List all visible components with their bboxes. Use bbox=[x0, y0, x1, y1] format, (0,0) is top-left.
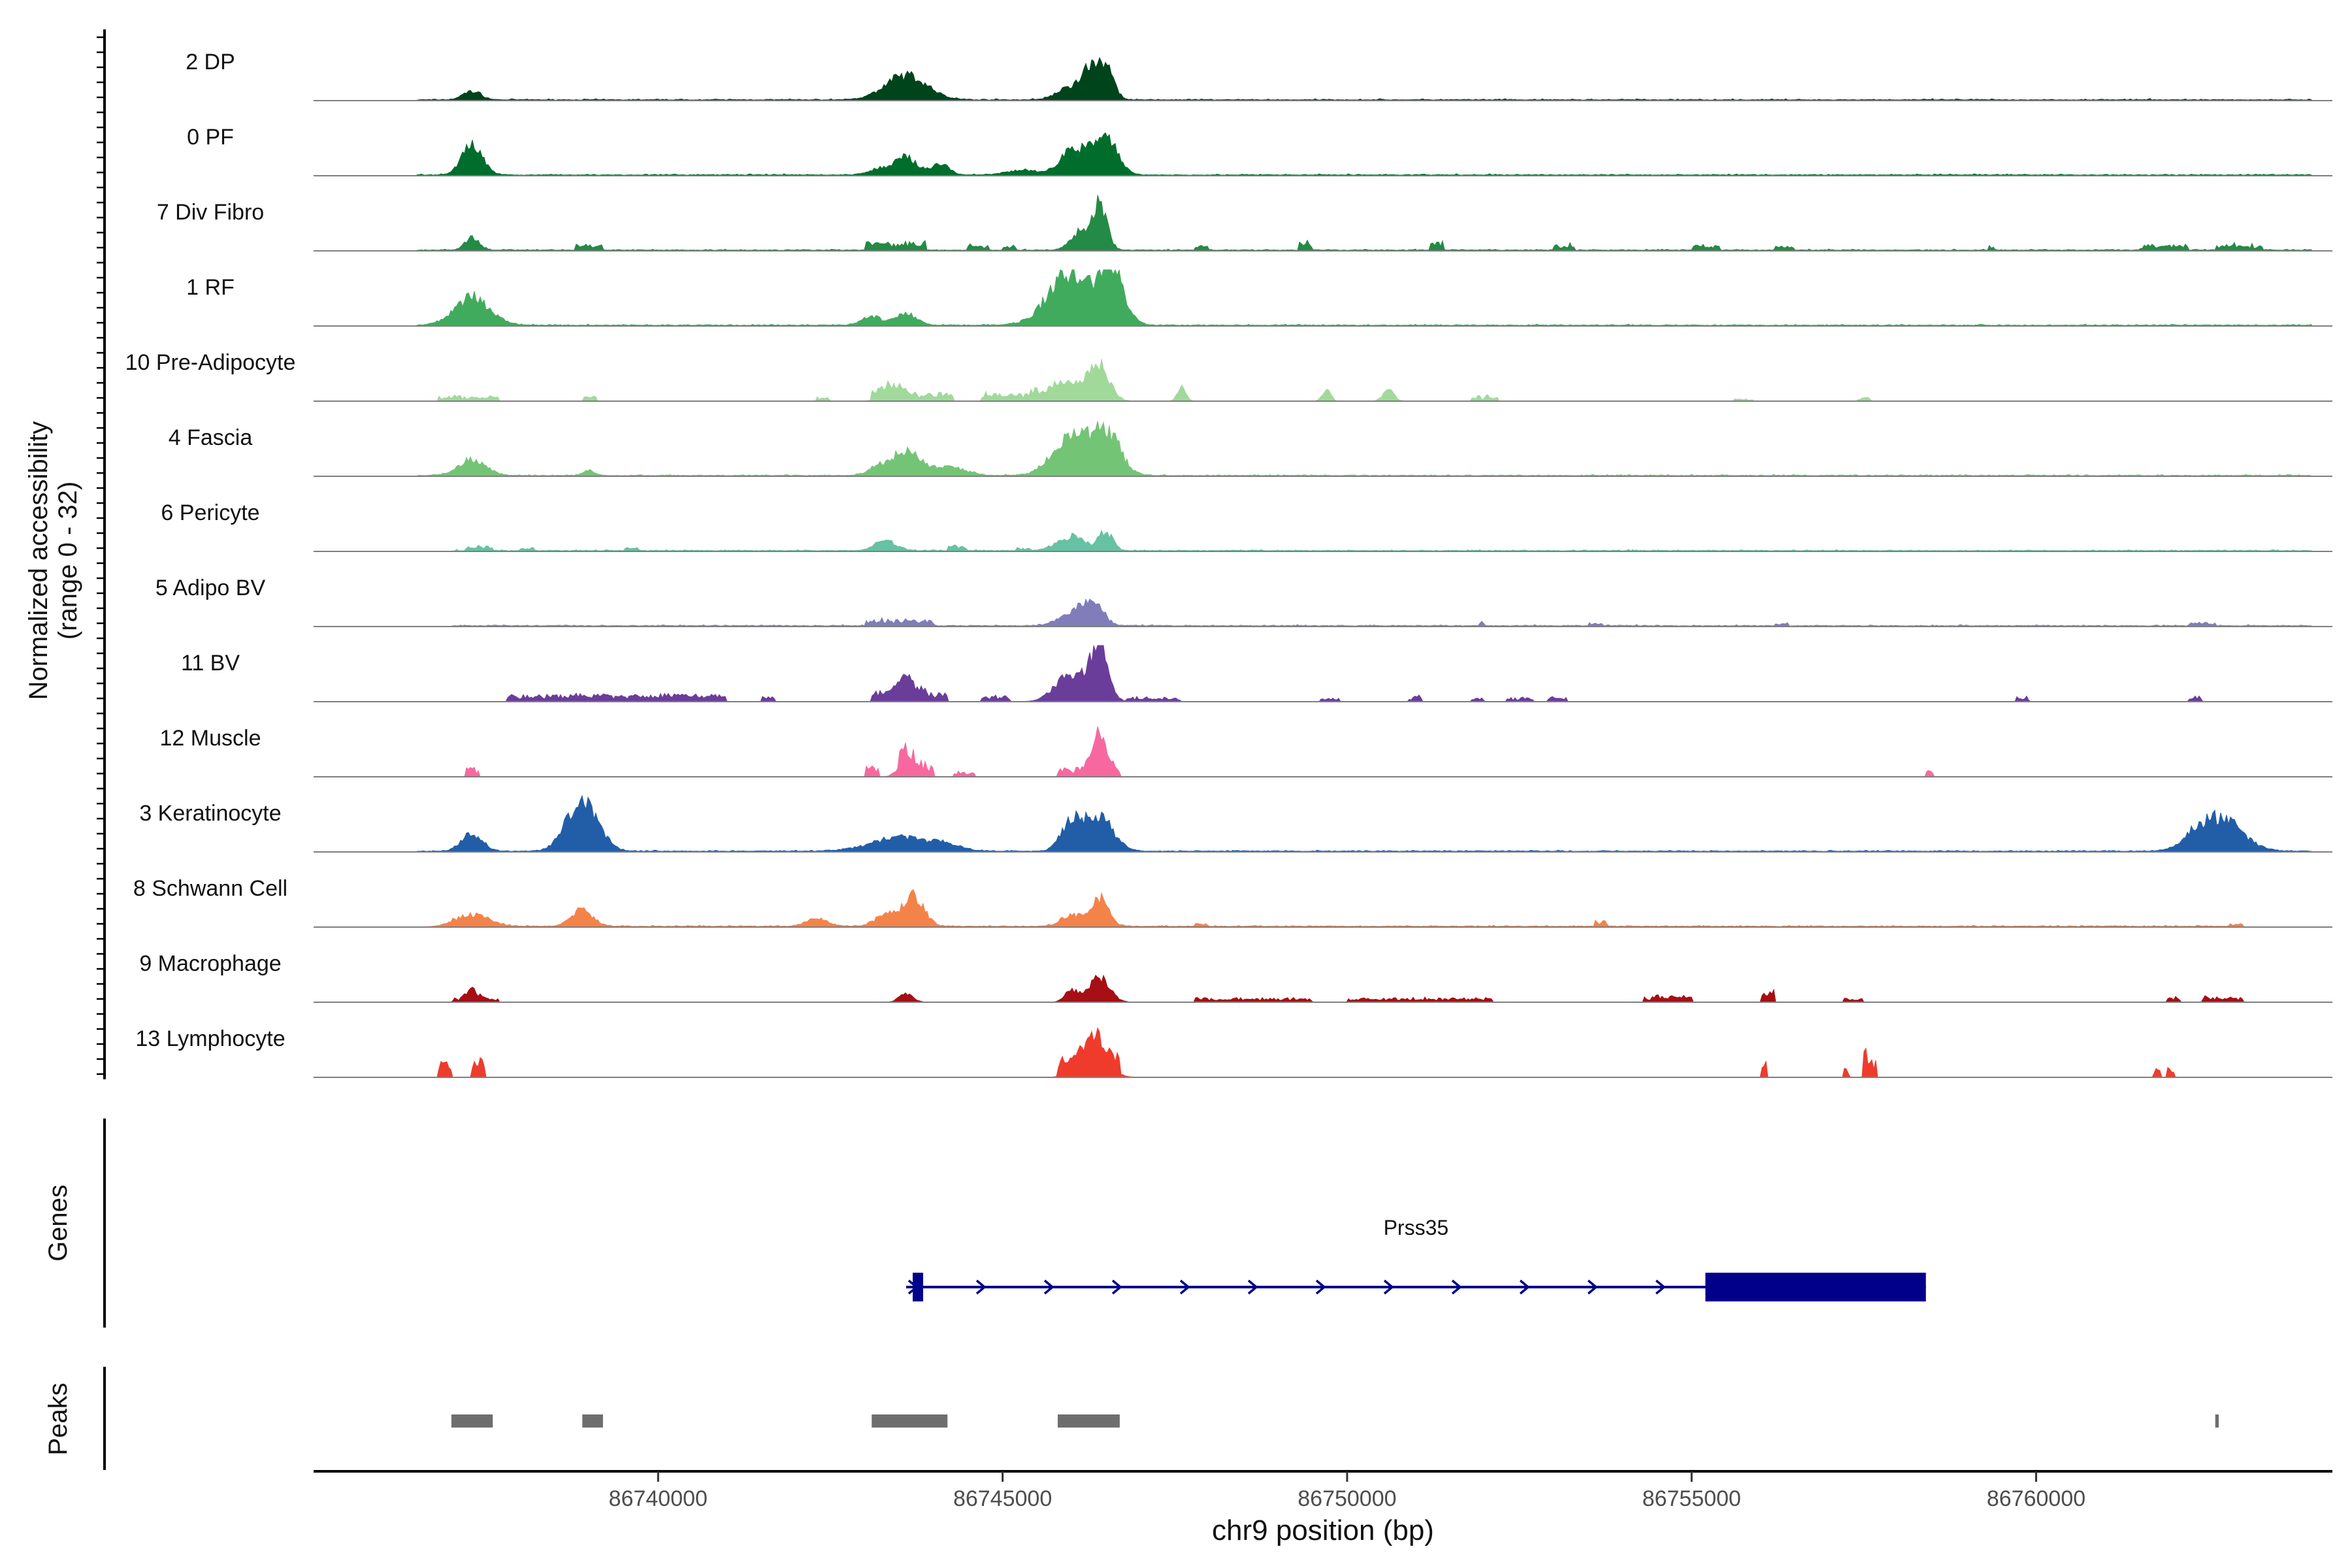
peak-region bbox=[451, 1414, 493, 1428]
track-4-fascia: 4 Fascia bbox=[169, 421, 2332, 477]
coverage-area bbox=[314, 726, 2332, 777]
coverage-area bbox=[314, 529, 2332, 552]
peak-region bbox=[2215, 1414, 2219, 1428]
coverage-area bbox=[314, 195, 2332, 252]
track-8-schwann-cell: 8 Schwann Cell bbox=[133, 876, 2332, 928]
coverage-area bbox=[314, 794, 2332, 853]
strand-arrow-icon bbox=[1043, 1279, 1054, 1295]
strand-arrow-icon bbox=[1451, 1279, 1462, 1295]
y-axis-label: Normalized accessibility bbox=[24, 421, 53, 700]
track-label: 8 Schwann Cell bbox=[133, 876, 287, 901]
x-tick-label: 86740000 bbox=[609, 1486, 708, 1511]
track-1-rf: 1 RF bbox=[186, 269, 2332, 327]
strand-arrow-icon bbox=[1315, 1279, 1326, 1295]
peaks-panel-label: Peaks bbox=[44, 1382, 73, 1455]
track-label: 12 Muscle bbox=[160, 726, 261, 751]
coverage-area bbox=[314, 645, 2332, 702]
track-label: 11 BV bbox=[181, 651, 240, 676]
track-6-pericyte: 6 Pericyte bbox=[161, 500, 2332, 552]
strand-arrow-icon bbox=[1519, 1279, 1530, 1295]
gene-exon bbox=[912, 1273, 923, 1301]
track-7-div-fibro: 7 Div Fibro bbox=[157, 195, 2332, 252]
coverage-y-axis-ticks bbox=[97, 36, 105, 1075]
track-10-pre-adipocyte: 10 Pre-Adipocyte bbox=[125, 350, 2332, 402]
x-tick-label: 86750000 bbox=[1298, 1486, 1396, 1511]
strand-arrow-icon bbox=[1111, 1279, 1122, 1295]
gene-exon bbox=[1705, 1273, 1926, 1301]
x-axis-label: chr9 position (bp) bbox=[1212, 1514, 1434, 1546]
track-11-bv: 11 BV bbox=[181, 645, 2332, 702]
x-tick-label: 86745000 bbox=[953, 1486, 1052, 1511]
track-label: 4 Fascia bbox=[169, 425, 253, 450]
peak-region bbox=[1057, 1414, 1120, 1428]
gene-name: Prss35 bbox=[1384, 1216, 1449, 1239]
genes-panel-label: Genes bbox=[44, 1184, 73, 1262]
track-5-adipo-bv: 5 Adipo BV bbox=[155, 576, 2332, 627]
coverage-area bbox=[314, 359, 2332, 402]
peak-region bbox=[582, 1414, 603, 1428]
strand-arrow-icon bbox=[1247, 1279, 1258, 1295]
track-label: 13 Lymphocyte bbox=[135, 1026, 285, 1051]
coverage-area bbox=[314, 598, 2332, 627]
coverage-area bbox=[314, 421, 2332, 477]
peak-region bbox=[872, 1414, 948, 1428]
coverage-area bbox=[314, 1027, 2332, 1078]
x-tick-label: 86755000 bbox=[1642, 1486, 1741, 1511]
coverage-area bbox=[314, 974, 2332, 1003]
track-label: 2 DP bbox=[186, 50, 235, 74]
coverage-area bbox=[314, 269, 2332, 327]
strand-arrow-icon bbox=[1587, 1279, 1598, 1295]
track-label: 6 Pericyte bbox=[161, 500, 259, 525]
track-2-dp: 2 DP bbox=[186, 50, 2332, 101]
peak-track bbox=[451, 1414, 2219, 1428]
track-0-pf: 0 PF bbox=[187, 125, 2332, 176]
track-label: 9 Macrophage bbox=[139, 951, 281, 976]
track-label: 5 Adipo BV bbox=[155, 576, 266, 600]
strand-arrow-icon bbox=[1655, 1279, 1666, 1295]
coverage-area bbox=[314, 889, 2332, 928]
track-3-keratinocyte: 3 Keratinocyte bbox=[139, 794, 2332, 853]
coverage-area bbox=[314, 132, 2332, 176]
strand-arrow-icon bbox=[1383, 1279, 1394, 1295]
strand-arrow-icon bbox=[975, 1279, 987, 1295]
track-12-muscle: 12 Muscle bbox=[160, 726, 2332, 777]
strand-arrow-icon bbox=[1179, 1279, 1190, 1295]
gene-track: Prss35 bbox=[906, 1216, 1926, 1301]
track-label: 3 Keratinocyte bbox=[139, 801, 281, 826]
coverage-tracks: 2 DP 0 PF 7 Div Fibro 1 RF 10 Pre-Adipocyte 4… bbox=[97, 29, 2332, 1079]
track-label: 7 Div Fibro bbox=[157, 200, 264, 225]
y-axis-range-label: (range 0 - 32) bbox=[54, 482, 82, 640]
track-label: 1 RF bbox=[186, 275, 235, 300]
x-axis-ticks: 86740000 86745000 86750000 86755000 86760000 bbox=[609, 1471, 2085, 1511]
coverage-area bbox=[314, 57, 2332, 101]
track-label: 0 PF bbox=[187, 125, 234, 150]
track-13-lymphocyte: 13 Lymphocyte bbox=[135, 1026, 2332, 1078]
track-label: 10 Pre-Adipocyte bbox=[125, 350, 296, 375]
track-9-macrophage: 9 Macrophage bbox=[139, 951, 2332, 1003]
x-tick-label: 86760000 bbox=[1987, 1486, 2085, 1511]
